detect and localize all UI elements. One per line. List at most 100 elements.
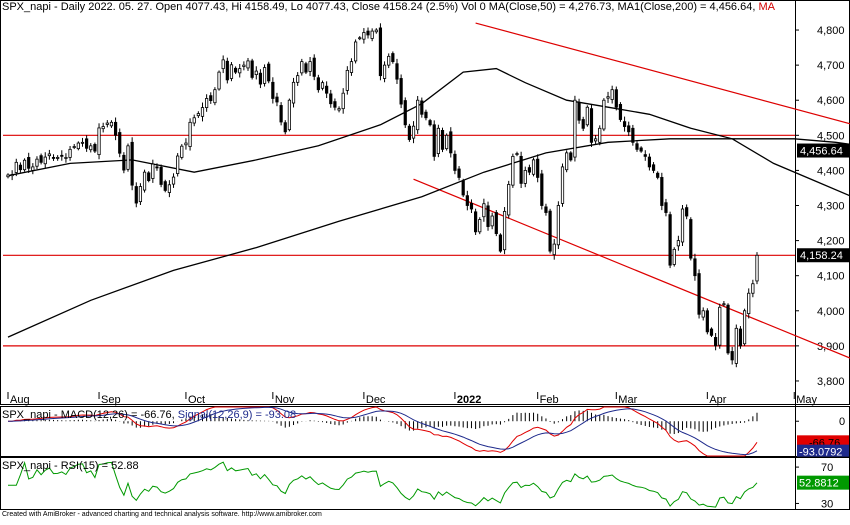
candle-body <box>85 139 87 148</box>
candle-body <box>396 64 398 79</box>
candle-body <box>441 130 443 149</box>
candle-body <box>305 64 307 72</box>
candle-body <box>27 157 29 168</box>
candle-body <box>603 100 605 129</box>
candle-body <box>661 177 663 205</box>
candle-body <box>694 259 696 276</box>
rsi-axis-label: 30 <box>821 498 833 510</box>
candle-body <box>127 146 129 170</box>
macd-axis-label: 0 <box>839 416 845 428</box>
candle-body <box>698 274 700 315</box>
candle-body <box>681 209 683 242</box>
candle-body <box>193 118 195 123</box>
candle-body <box>251 61 253 77</box>
candle-body <box>719 307 721 345</box>
candle-body <box>437 128 439 153</box>
candle-body <box>416 100 418 129</box>
candle-body <box>549 211 551 251</box>
candle-body <box>334 102 336 108</box>
candle-body <box>309 62 311 72</box>
candle-body <box>632 128 634 142</box>
candle-body <box>545 207 547 213</box>
candle-body <box>516 154 518 155</box>
symbol-header-text: SPX_napi - Daily 2022. 05. 27. Open 4077… <box>2 1 486 13</box>
candle-body <box>466 196 468 206</box>
candle-body <box>131 142 133 185</box>
rsi-header-name: SPX_napi - RSI(15) = 52.88 <box>2 460 139 472</box>
candle-body <box>561 167 563 203</box>
macd-header-signal: Signal(12,26,9) = -93.08 <box>178 409 296 421</box>
candle-body <box>7 175 9 177</box>
candle-body <box>388 56 390 65</box>
macd-header-name: SPX_napi - MACD(12,26) = -66.76, <box>2 409 175 421</box>
candle-body <box>276 97 278 102</box>
candle-body <box>454 154 456 170</box>
candle-body <box>582 120 584 129</box>
candle-body <box>61 155 63 156</box>
candle-body <box>487 206 489 227</box>
candle-body <box>400 78 402 104</box>
ma-tag-text: MA <box>758 1 775 13</box>
candle-body <box>321 83 323 89</box>
candle-body <box>354 42 356 61</box>
footer-credit: Created with AmiBroker - advanced charti… <box>2 511 322 518</box>
date-axis-label: Nov <box>275 394 295 406</box>
candle-body <box>474 212 476 232</box>
candle-body <box>222 60 224 69</box>
candle-body <box>313 58 315 76</box>
candle-body <box>392 54 394 62</box>
candle-body <box>81 142 83 143</box>
price-tag-label: 4,158.24 <box>800 250 843 262</box>
macd-header: SPX_napi - MACD(12,26) = -66.76, Signal(… <box>2 409 296 421</box>
candle-body <box>226 61 228 80</box>
date-axis-label: Feb <box>540 394 559 406</box>
price-header: SPX_napi - Daily 2022. 05. 27. Open 4077… <box>2 1 775 13</box>
candle-body <box>317 78 319 90</box>
candle-body <box>727 305 729 353</box>
rsi-axis-label: 70 <box>821 462 833 474</box>
price-tag-label: 4,456.64 <box>800 146 843 158</box>
candle-body <box>367 31 369 35</box>
candle-body <box>172 177 174 184</box>
candle-body <box>69 149 71 157</box>
candle-body <box>677 241 679 246</box>
candle-body <box>578 102 580 120</box>
price-axis-label: 4,700 <box>817 60 845 72</box>
candle-body <box>714 337 716 345</box>
candle-body <box>615 90 617 108</box>
candle-body <box>259 73 261 84</box>
candle-body <box>673 249 675 264</box>
candle-body <box>156 167 158 168</box>
candle-body <box>599 128 601 142</box>
price-axis-label: 4,000 <box>817 306 845 318</box>
candle-body <box>408 126 410 139</box>
candle-body <box>350 62 352 73</box>
price-axis-label: 4,100 <box>817 271 845 283</box>
candle-body <box>263 68 265 84</box>
candle-body <box>450 132 452 153</box>
candle-body <box>379 28 381 76</box>
candle-body <box>541 174 543 206</box>
candle-body <box>210 96 212 101</box>
candle-body <box>44 157 46 164</box>
candle-body <box>143 172 145 190</box>
candle-body <box>445 135 447 148</box>
candle-body <box>470 203 472 209</box>
candle-body <box>723 304 725 305</box>
candle-body <box>239 69 241 73</box>
candle-body <box>110 122 112 126</box>
candle-body <box>739 329 741 346</box>
candle-body <box>491 216 493 226</box>
date-axis-label: Mar <box>618 394 637 406</box>
candle-body <box>160 167 162 184</box>
signal-tag-label: -93.0792 <box>799 447 842 459</box>
candle-body <box>553 244 555 255</box>
candle-body <box>702 311 704 317</box>
candle-body <box>139 187 141 202</box>
candle-body <box>528 168 530 173</box>
candle-body <box>731 351 733 359</box>
candle-body <box>65 157 67 158</box>
candle-body <box>706 311 708 332</box>
candle-body <box>462 181 464 195</box>
